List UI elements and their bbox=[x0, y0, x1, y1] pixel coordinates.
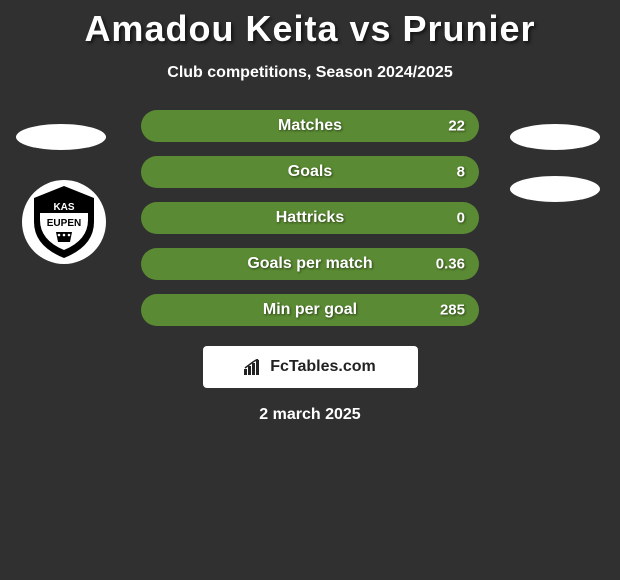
stat-row: Goals 8 bbox=[0, 156, 620, 188]
stat-row: Matches 22 bbox=[0, 110, 620, 142]
stat-label: Hattricks bbox=[276, 209, 344, 227]
chart-icon bbox=[244, 359, 264, 375]
comparison-infographic: Amadou Keita vs Prunier Club competition… bbox=[0, 0, 620, 580]
stat-bar: Hattricks 0 bbox=[141, 202, 479, 234]
stat-value: 0 bbox=[457, 210, 465, 227]
stat-bar: Goals per match 0.36 bbox=[141, 248, 479, 280]
stat-value: 285 bbox=[440, 302, 465, 319]
stat-value: 8 bbox=[457, 164, 465, 181]
stat-value: 0.36 bbox=[436, 256, 465, 273]
brand-box: FcTables.com bbox=[203, 346, 418, 388]
page-title: Amadou Keita vs Prunier bbox=[0, 0, 620, 50]
brand-label: FcTables.com bbox=[244, 358, 376, 376]
subtitle: Club competitions, Season 2024/2025 bbox=[0, 64, 620, 82]
stat-label: Goals bbox=[288, 163, 332, 181]
stat-label: Min per goal bbox=[263, 301, 357, 319]
stat-row: Hattricks 0 bbox=[0, 202, 620, 234]
brand-text: FcTables.com bbox=[270, 358, 376, 376]
stat-row: Min per goal 285 bbox=[0, 294, 620, 326]
stat-label: Matches bbox=[278, 117, 342, 135]
stat-label: Goals per match bbox=[247, 255, 372, 273]
stat-bar: Matches 22 bbox=[141, 110, 479, 142]
stat-value: 22 bbox=[448, 118, 465, 135]
date-label: 2 march 2025 bbox=[0, 406, 620, 424]
stat-bar: Min per goal 285 bbox=[141, 294, 479, 326]
stat-bar: Goals 8 bbox=[141, 156, 479, 188]
stat-row: Goals per match 0.36 bbox=[0, 248, 620, 280]
